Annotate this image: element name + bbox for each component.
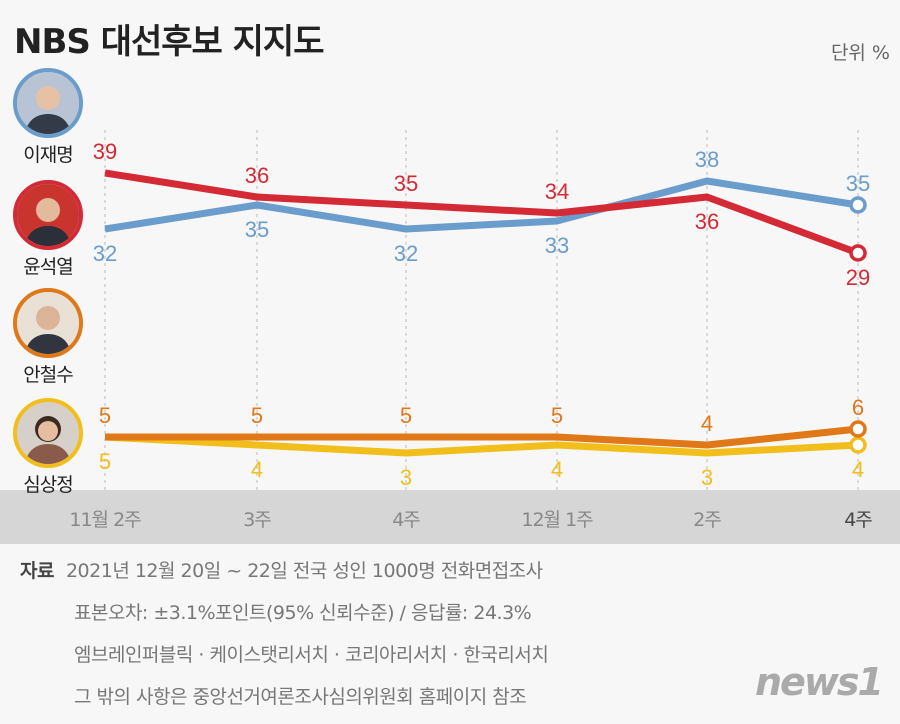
data-label: 4 (852, 457, 864, 482)
x-tick-label: 4주 (392, 509, 421, 531)
data-label: 35 (846, 171, 870, 196)
candidate-ahn: 안철수 (8, 288, 88, 387)
candidate-sim: 심상정 (8, 398, 88, 497)
data-point (849, 244, 867, 262)
data-label: 29 (846, 265, 870, 290)
data-label: 36 (695, 209, 719, 234)
candidate-name: 윤석열 (23, 256, 73, 278)
candidate-yoon: 윤석열 (8, 180, 88, 279)
candidate-photo (13, 180, 83, 250)
data-label: 32 (394, 241, 418, 266)
chart-title: NBS 대선후보 지지도 (14, 22, 324, 62)
series-line (104, 177, 859, 233)
footer-line: 표본오차: ±3.1%포인트(95% 신뢰수준) / 응답률: 24.3% (74, 602, 532, 624)
x-tick-label: 4주 (844, 509, 873, 531)
data-label: 36 (245, 163, 269, 188)
data-label: 4 (251, 457, 263, 482)
x-tick-label: 11월 2주 (69, 509, 141, 531)
data-label: 5 (99, 449, 111, 474)
data-label: 3 (400, 465, 412, 490)
candidate-photo (13, 68, 83, 138)
data-label: 5 (551, 403, 563, 428)
news1-logo: news1 (755, 660, 884, 704)
data-label: 5 (400, 403, 412, 428)
x-tick-label: 2주 (693, 509, 722, 531)
candidate-photo (13, 398, 83, 468)
data-label: 35 (245, 217, 269, 242)
series-line (104, 433, 859, 457)
series-line (104, 169, 860, 257)
x-tick-label: 3주 (243, 509, 272, 531)
series-line (105, 425, 859, 449)
data-label: 3 (701, 465, 713, 490)
data-label: 34 (545, 179, 569, 204)
candidate-name: 심상정 (23, 474, 73, 496)
unit-label: 단위 % (830, 42, 890, 64)
footer-source: 자료 2021년 12월 20일 ~ 22일 전국 성인 1000명 전화면접조사 (20, 556, 543, 583)
data-point (849, 436, 867, 454)
data-label: 5 (99, 403, 111, 428)
candidate-lee: 이재명 (8, 68, 88, 167)
candidate-name: 이재명 (23, 144, 73, 166)
footer-line: 엠브레인퍼블릭 · 케이스탯리서치 · 코리아리서치 · 한국리서치 (74, 644, 549, 666)
data-point (849, 196, 867, 214)
data-label: 4 (551, 457, 563, 482)
data-label: 4 (701, 411, 713, 436)
footer-line: 2021년 12월 20일 ~ 22일 전국 성인 1000명 전화면접조사 (65, 560, 543, 582)
data-label: 6 (852, 395, 864, 420)
source-label: 자료 (20, 560, 54, 582)
candidate-photo (13, 288, 83, 358)
x-tick-label: 12월 1주 (521, 509, 593, 531)
data-label: 5 (251, 403, 263, 428)
footer-line: 그 밖의 사항은 중앙선거여론조사심의위원회 홈페이지 참조 (74, 686, 527, 708)
data-label: 38 (695, 147, 719, 172)
data-point (849, 420, 867, 438)
data-label: 39 (93, 139, 117, 164)
x-axis-band (0, 490, 900, 544)
data-label: 32 (93, 241, 117, 266)
data-label: 33 (545, 233, 569, 258)
candidate-name: 안철수 (23, 364, 73, 386)
data-label: 35 (394, 171, 418, 196)
